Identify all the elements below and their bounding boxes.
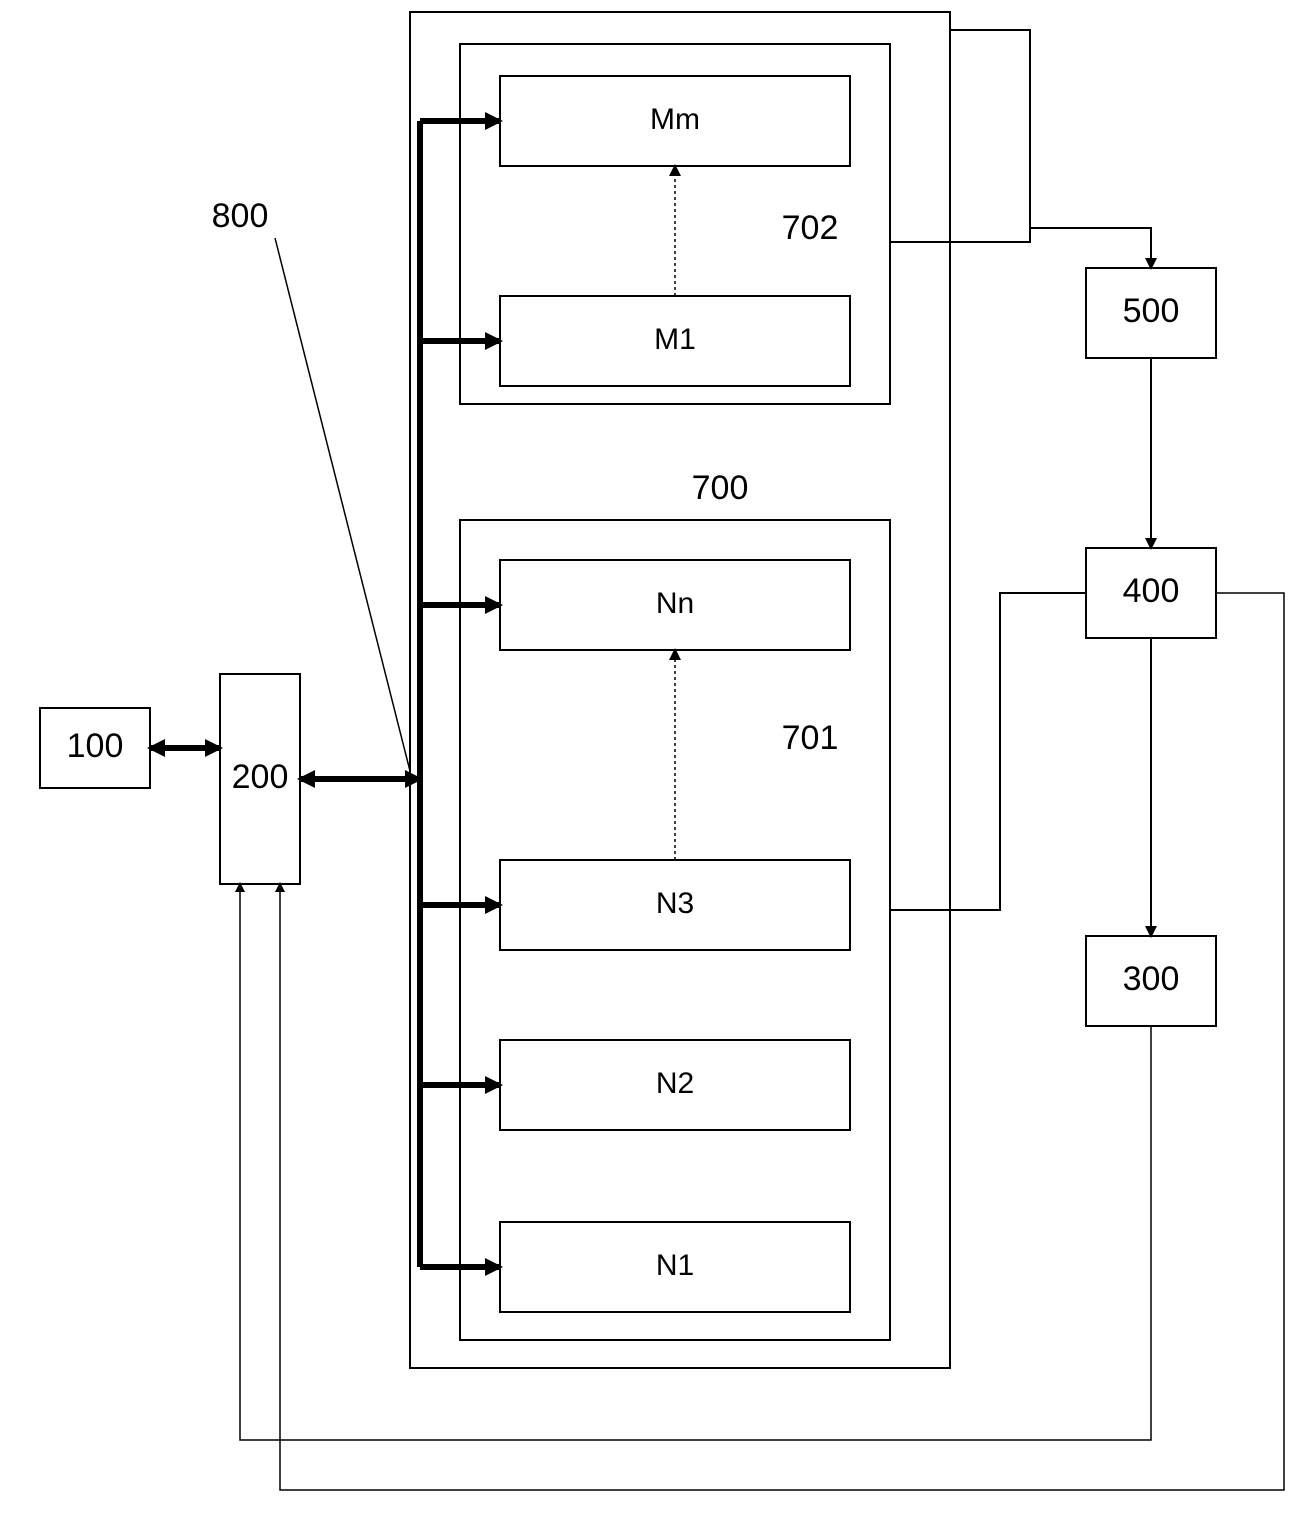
- label-N1: N1: [656, 1249, 694, 1282]
- label-701: 701: [782, 719, 839, 757]
- label-702: 702: [782, 209, 839, 247]
- label-700: 700: [692, 469, 749, 507]
- label-N2: N2: [656, 1067, 694, 1100]
- label-100: 100: [67, 727, 124, 765]
- label-800: 800: [212, 197, 269, 235]
- label-Mm: Mm: [650, 103, 700, 136]
- label-N3: N3: [656, 887, 694, 920]
- label-Nn: Nn: [656, 587, 694, 620]
- label-500: 500: [1123, 292, 1180, 330]
- block-diagram: Mm M1 Nn N3 N2 N1 100 200 500 400 300 700 702 701 800: [0, 0, 1312, 1532]
- label-M1: M1: [654, 323, 696, 356]
- label-400: 400: [1123, 572, 1180, 610]
- label-300: 300: [1123, 960, 1180, 998]
- label-200: 200: [232, 758, 289, 796]
